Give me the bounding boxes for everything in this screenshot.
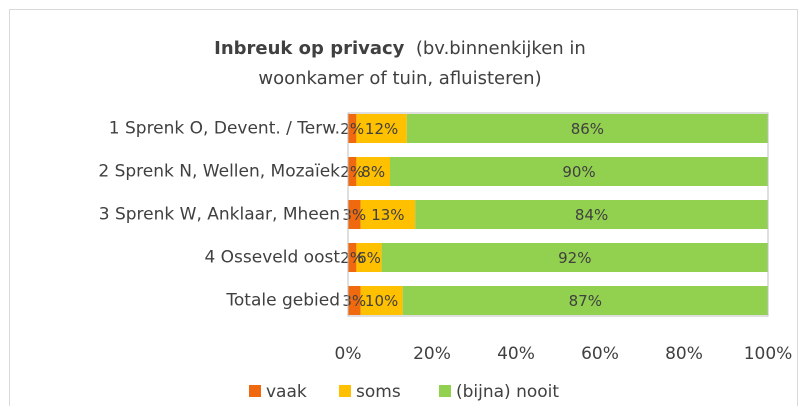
bar-segment [360, 286, 403, 315]
bar-segment [402, 286, 768, 315]
bar-segment [348, 114, 357, 143]
chart-border [9, 9, 798, 406]
category-label: 3 Sprenk W, Anklaar, Mheen [99, 205, 340, 225]
bar-segment [348, 286, 361, 315]
chart-subtitle: (bv.binnenkijken in woonkamer of tuin, a… [258, 38, 586, 89]
bar-segment [348, 200, 361, 229]
x-tick-label: 100% [744, 344, 793, 364]
x-tick-label: 80% [665, 344, 703, 364]
value-label: 90% [562, 163, 595, 181]
x-tick-label: 0% [335, 344, 362, 364]
value-label: 86% [571, 120, 604, 138]
value-label: 8% [361, 163, 385, 181]
title-block: Inbreuk op privacy (bv.binnenkijken in w… [180, 34, 620, 94]
value-label: 6% [357, 249, 381, 267]
category-label: Totale gebied [225, 291, 340, 311]
plot-border [347, 112, 769, 317]
bar-segment [356, 157, 390, 186]
chart-title: Inbreuk op privacy [214, 38, 405, 59]
value-label: 92% [558, 249, 591, 267]
legend-label: soms [356, 382, 401, 402]
value-label: 84% [575, 206, 608, 224]
legend-label: (bijna) nooit [456, 382, 559, 402]
bar-segment [381, 243, 768, 272]
value-label: 13% [371, 206, 404, 224]
value-label: 12% [365, 120, 398, 138]
category-label: 1 Sprenk O, Devent. / Terw. [109, 119, 340, 139]
category-label: 4 Osseveld oost [204, 248, 340, 268]
bar-segment [415, 200, 768, 229]
bar-segment [390, 157, 768, 186]
value-label: 87% [569, 292, 602, 310]
value-label: 3% [342, 292, 366, 310]
bar-segment [356, 243, 382, 272]
legend-label: vaak [266, 382, 307, 402]
x-tick-label: 20% [413, 344, 451, 364]
x-tick-label: 40% [497, 344, 535, 364]
bar-segment [348, 157, 357, 186]
value-label: 10% [365, 292, 398, 310]
legend-swatch [339, 385, 351, 397]
bar-segment [360, 200, 416, 229]
bar-segment [348, 243, 357, 272]
category-label: 2 Sprenk N, Wellen, Mozaïek [98, 162, 340, 182]
x-tick-label: 60% [581, 344, 619, 364]
legend-swatch [439, 385, 451, 397]
value-label: 2% [340, 120, 364, 138]
bar-segment [406, 114, 768, 143]
value-label: 3% [342, 206, 366, 224]
value-label: 2% [340, 163, 364, 181]
bar-segment [356, 114, 407, 143]
legend-swatch [249, 385, 261, 397]
value-label: 2% [340, 249, 364, 267]
